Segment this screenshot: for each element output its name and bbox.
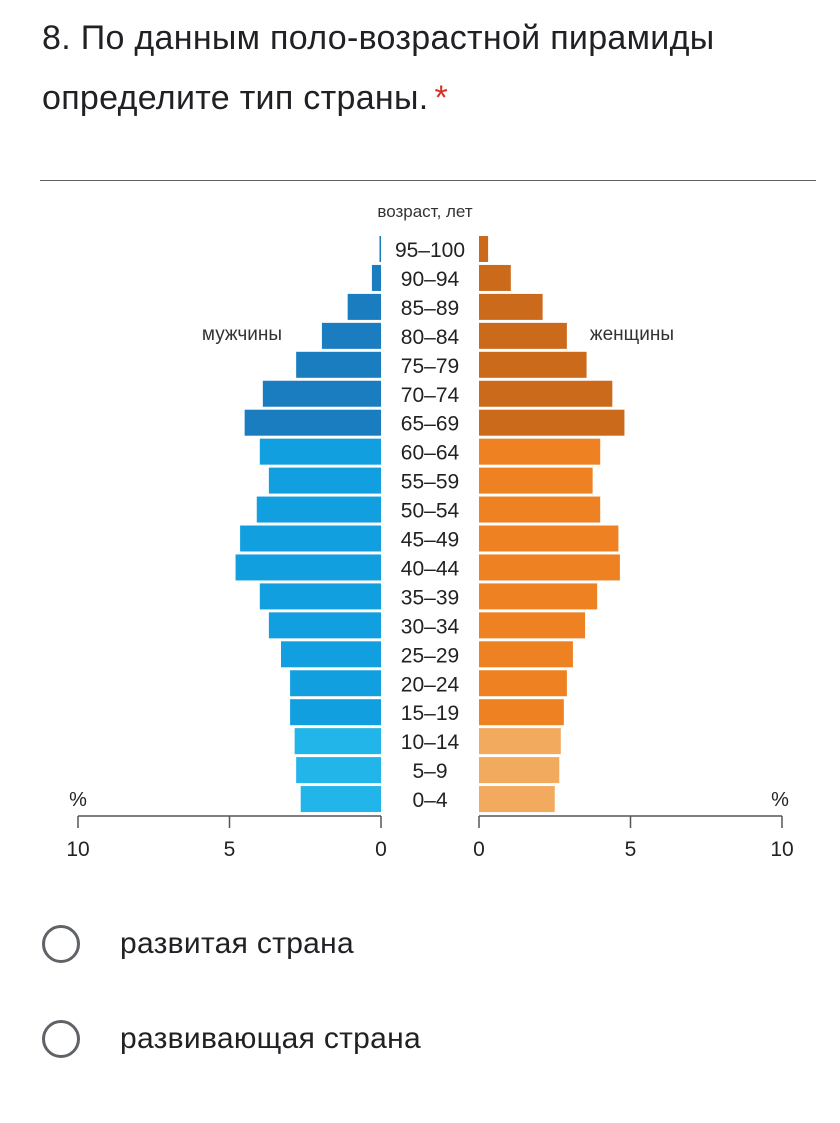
male-bar-90–94 bbox=[371, 264, 381, 291]
unit-label-left: % bbox=[69, 789, 87, 811]
female-bar-85–89 bbox=[479, 293, 543, 320]
tick-label: 10 bbox=[770, 838, 793, 861]
option-label: развитая страна bbox=[120, 927, 355, 960]
female-bar-95–100 bbox=[479, 236, 489, 262]
tick-label: 5 bbox=[625, 838, 637, 861]
age-label: 50–54 bbox=[401, 500, 460, 523]
female-bar-45–49 bbox=[479, 525, 619, 552]
male-bar-75–79 bbox=[296, 351, 381, 378]
age-label: 90–94 bbox=[401, 268, 460, 291]
female-bar-55–59 bbox=[479, 467, 593, 494]
age-label: 65–69 bbox=[401, 413, 459, 436]
tick-label: 5 bbox=[224, 838, 236, 861]
female-bar-0–4 bbox=[479, 786, 555, 813]
divider bbox=[40, 180, 816, 181]
age-label: 80–84 bbox=[401, 326, 460, 349]
female-bar-60–64 bbox=[479, 438, 601, 465]
male-bar-0–4 bbox=[300, 786, 381, 813]
female-bar-80–84 bbox=[479, 322, 567, 349]
male-bar-5–9 bbox=[296, 757, 381, 784]
option-label: развивающая страна bbox=[120, 1022, 421, 1055]
option-developed[interactable]: развитая страна bbox=[42, 925, 354, 963]
male-bar-25–29 bbox=[281, 641, 381, 668]
female-bar-30–34 bbox=[479, 612, 586, 639]
age-label: 15–19 bbox=[401, 702, 459, 725]
option-developing[interactable]: развивающая страна bbox=[42, 1020, 421, 1058]
age-label: 0–4 bbox=[412, 789, 447, 812]
male-bar-20–24 bbox=[290, 670, 381, 697]
question-title: 8. По данным поло-возрастной пирамиды оп… bbox=[42, 8, 822, 128]
male-bar-95–100 bbox=[379, 236, 381, 262]
age-label: 85–89 bbox=[401, 297, 459, 320]
question-text: 8. По данным поло-возрастной пирамиды оп… bbox=[42, 19, 715, 117]
radio-button[interactable] bbox=[42, 1020, 80, 1058]
male-bar-45–49 bbox=[240, 525, 381, 552]
female-bar-65–69 bbox=[479, 409, 625, 436]
legend-male: мужчины bbox=[202, 324, 282, 345]
female-bar-25–29 bbox=[479, 641, 573, 668]
age-label: 30–34 bbox=[401, 615, 460, 638]
tick-label: 0 bbox=[375, 838, 387, 861]
male-bar-80–84 bbox=[321, 322, 381, 349]
male-bar-70–74 bbox=[262, 380, 381, 407]
radio-button[interactable] bbox=[42, 925, 80, 963]
female-bar-90–94 bbox=[479, 264, 511, 291]
female-bar-10–14 bbox=[479, 728, 561, 755]
age-label: 10–14 bbox=[401, 731, 460, 754]
male-bar-35–39 bbox=[259, 583, 381, 610]
female-bar-20–24 bbox=[479, 670, 567, 697]
male-bar-10–14 bbox=[294, 728, 381, 755]
female-bar-70–74 bbox=[479, 380, 613, 407]
age-label: 20–24 bbox=[401, 673, 460, 696]
male-bar-60–64 bbox=[259, 438, 381, 465]
chart-title: возраст, лет bbox=[377, 202, 472, 221]
male-bar-55–59 bbox=[268, 467, 381, 494]
age-label: 75–79 bbox=[401, 355, 459, 378]
female-bar-35–39 bbox=[479, 583, 598, 610]
female-bar-50–54 bbox=[479, 496, 601, 523]
male-bar-15–19 bbox=[290, 699, 381, 726]
male-bar-65–69 bbox=[244, 409, 381, 436]
female-bar-15–19 bbox=[479, 699, 564, 726]
male-bar-50–54 bbox=[256, 496, 381, 523]
population-pyramid-chart: возраст, лет 95–100 90–94 85–89 80–84 75–79 70… bbox=[66, 202, 793, 861]
female-bar-5–9 bbox=[479, 757, 560, 784]
tick-label: 0 bbox=[473, 838, 485, 861]
age-label: 45–49 bbox=[401, 529, 459, 552]
age-label: 40–44 bbox=[401, 557, 460, 580]
female-bar-75–79 bbox=[479, 351, 587, 378]
female-bar-40–44 bbox=[479, 554, 620, 581]
legend-female: женщины bbox=[590, 324, 674, 345]
age-label: 95–100 bbox=[395, 239, 465, 262]
age-label: 25–29 bbox=[401, 644, 459, 667]
age-label: 55–59 bbox=[401, 471, 459, 494]
age-label: 5–9 bbox=[412, 760, 447, 783]
unit-label-right: % bbox=[771, 789, 789, 811]
male-bar-85–89 bbox=[347, 293, 381, 320]
age-label: 60–64 bbox=[401, 442, 460, 465]
age-label: 35–39 bbox=[401, 586, 459, 609]
age-label: 70–74 bbox=[401, 384, 460, 407]
male-bar-40–44 bbox=[235, 554, 381, 581]
tick-label: 10 bbox=[66, 838, 89, 861]
male-bar-30–34 bbox=[268, 612, 381, 639]
required-asterisk: * bbox=[434, 79, 449, 117]
